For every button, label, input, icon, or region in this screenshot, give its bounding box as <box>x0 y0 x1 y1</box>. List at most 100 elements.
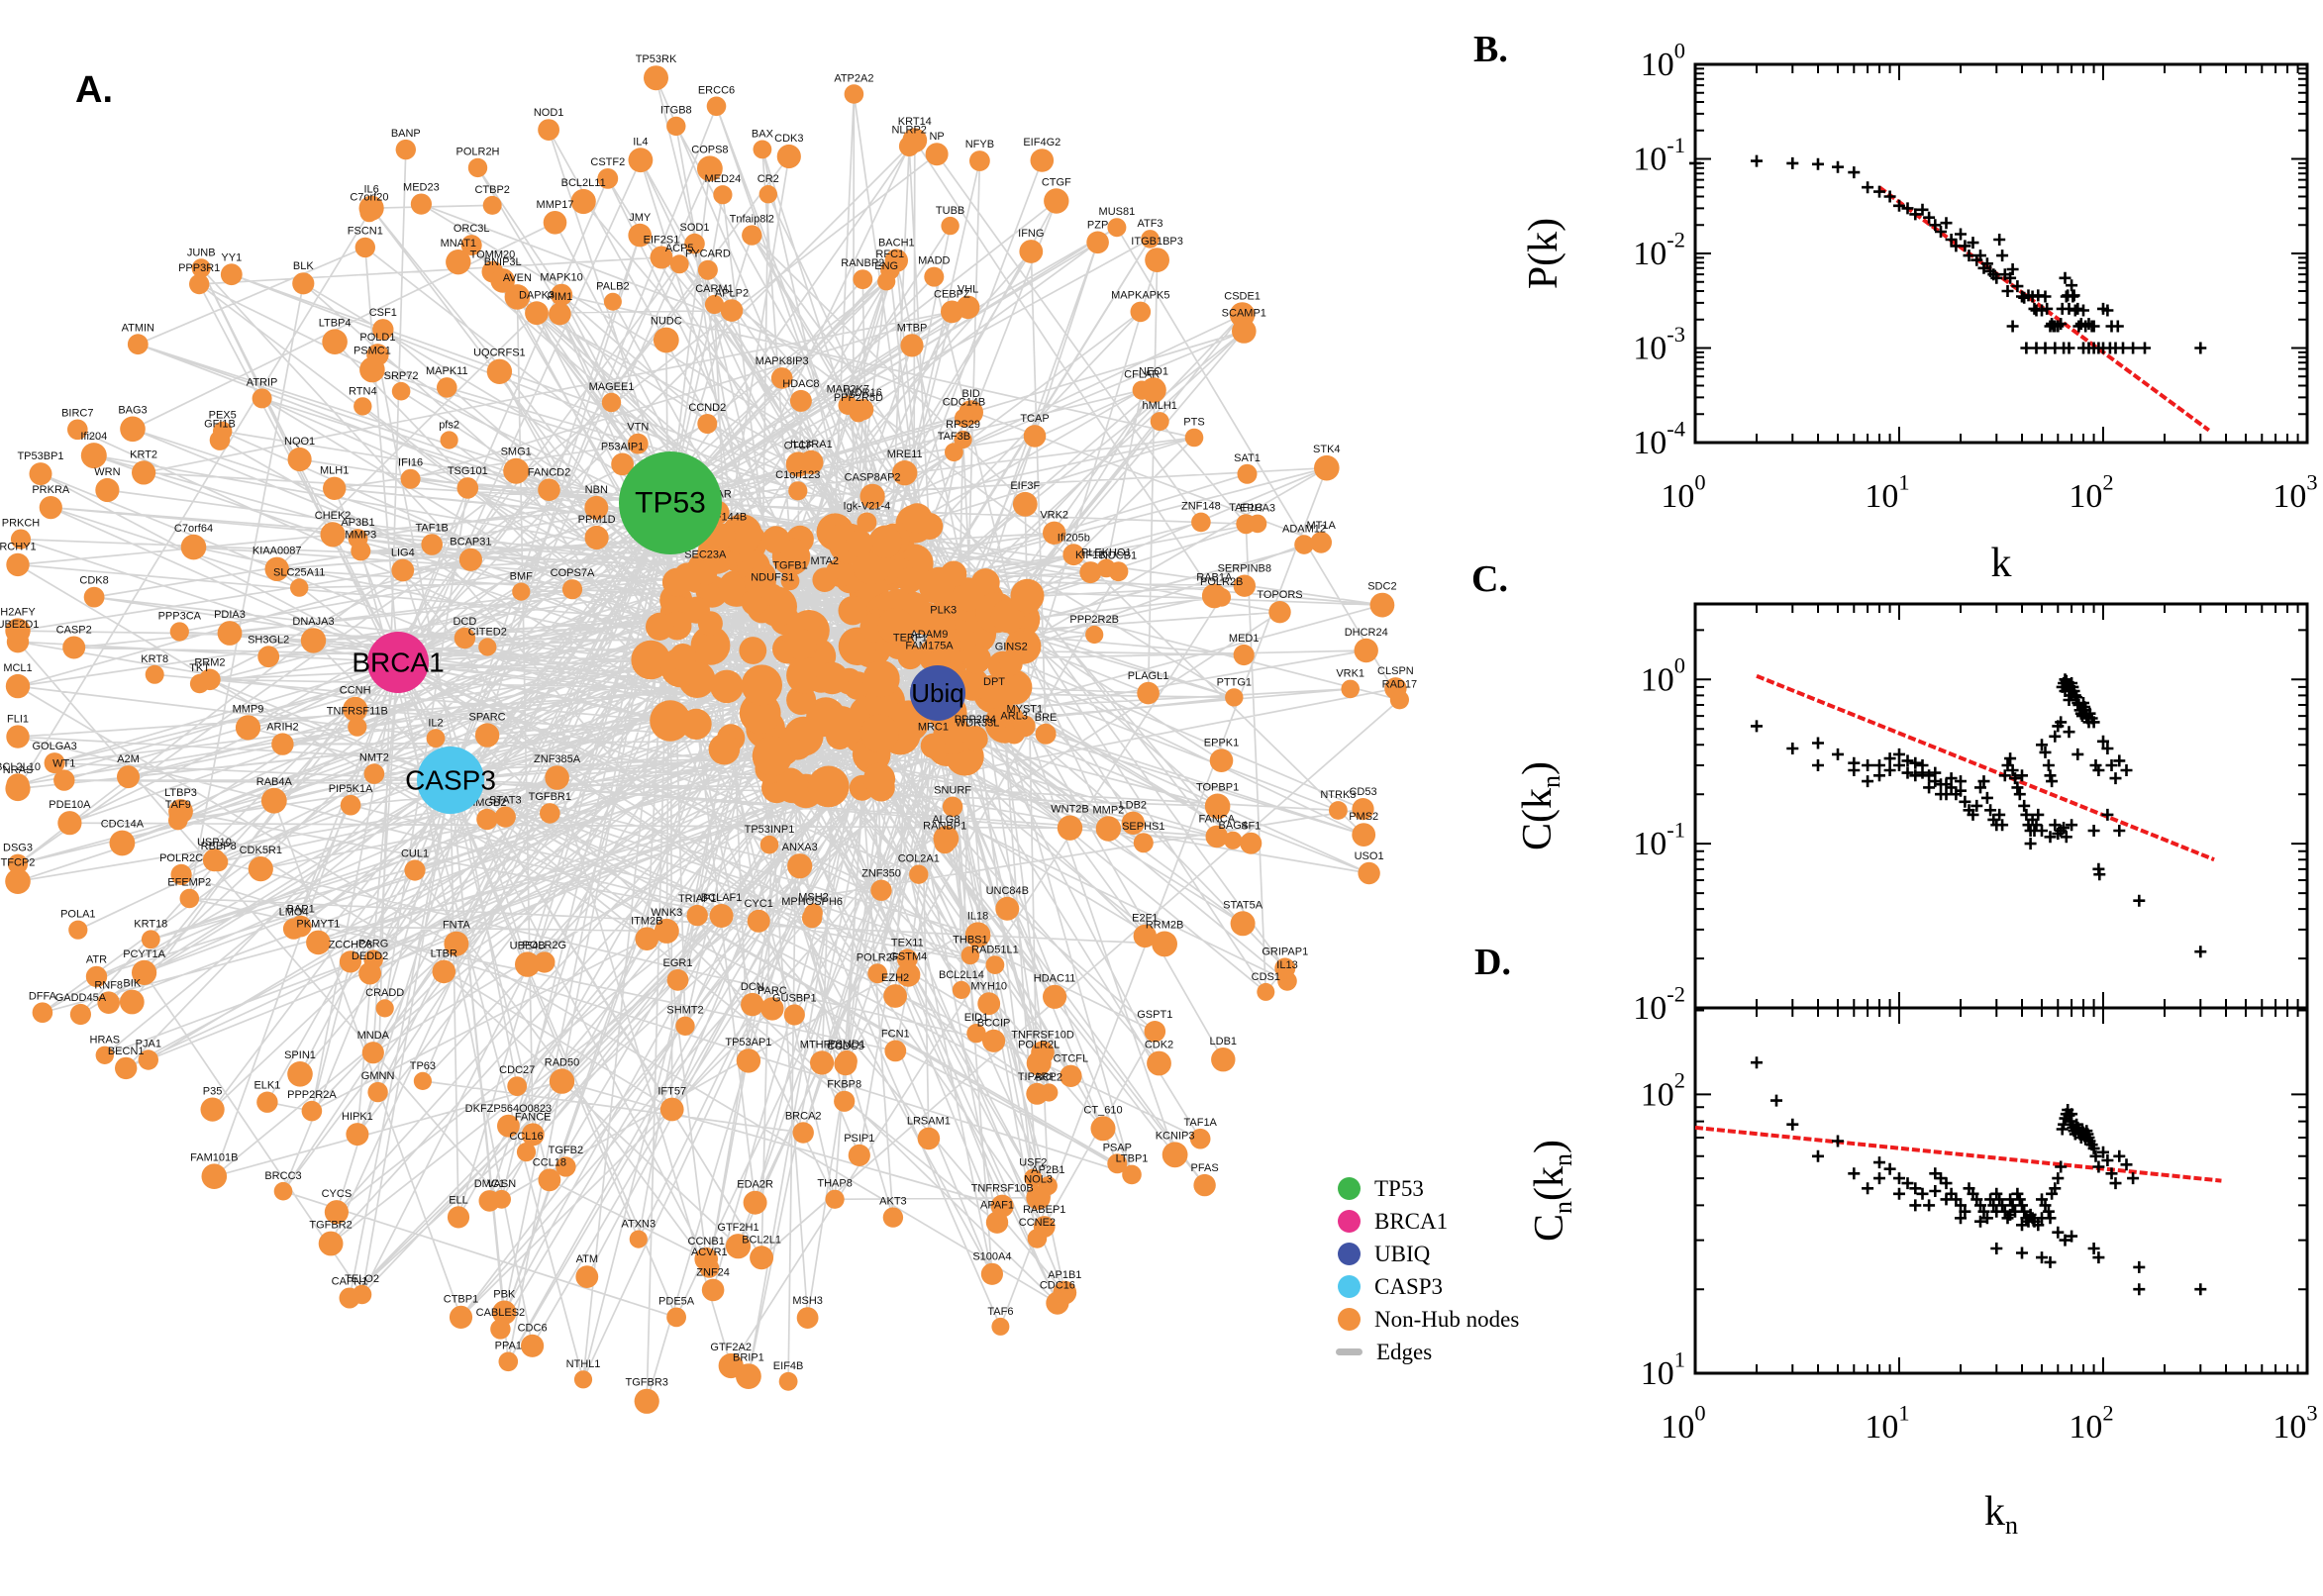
gene-label: E2F1 <box>1132 913 1158 925</box>
network-node <box>848 1144 870 1166</box>
gene-label: IL18 <box>967 910 988 922</box>
gene-label: BCL2L14 <box>939 969 984 981</box>
network-node <box>375 999 394 1018</box>
gene-label: AVEN <box>503 272 532 284</box>
network-core-node <box>1007 630 1033 655</box>
network-node <box>1232 319 1257 344</box>
gene-label: Tnfaip8l2 <box>730 213 774 225</box>
gene-label: SHMT2 <box>666 1005 703 1017</box>
gene-label: GSPT1 <box>1137 1009 1172 1021</box>
network-node <box>287 1061 313 1087</box>
gene-label: COPS7A <box>551 567 595 579</box>
gene-label: NOL3 <box>1024 1173 1053 1185</box>
gene-label: DNAJA3 <box>292 616 334 628</box>
gene-label: ATP2A2 <box>834 72 873 84</box>
gene-label: PEX5 <box>209 410 237 422</box>
network-core-node <box>784 628 817 660</box>
network-core-node <box>669 644 697 671</box>
gene-label: POLR2F <box>857 951 899 963</box>
network-node <box>264 556 289 581</box>
network-node <box>561 579 583 600</box>
network-node <box>141 930 160 949</box>
gene-label: SH3GL2 <box>248 634 289 646</box>
plot-panel-b: 100 10-1 10-2 10-3 10-4 100 101 102 103 P(k) k <box>1521 38 2318 586</box>
network-node <box>853 269 873 289</box>
gene-label: CDS1 <box>1252 971 1280 983</box>
legend-item-ubiq: UBIQ <box>1338 1238 1519 1270</box>
gene-label: RRM2 <box>194 657 225 669</box>
gene-label: SNURF <box>934 785 971 797</box>
gene-label: ELL <box>449 1194 468 1206</box>
gene-label: FLI1 <box>7 713 29 725</box>
gene-label: ADAM12 <box>1282 523 1326 535</box>
gene-label: ADAM9 <box>910 629 948 641</box>
network-core-node <box>752 736 793 776</box>
gene-label: ALG8 <box>932 814 960 826</box>
edge-icon <box>1336 1348 1363 1355</box>
network-node <box>322 329 348 355</box>
gene-label: CCDC5 <box>827 1041 864 1052</box>
gene-label: ERCC6 <box>698 85 735 97</box>
gene-label: TP53AP1 <box>725 1037 771 1048</box>
network-node <box>391 558 415 582</box>
gene-label: ARIH2 <box>266 721 298 733</box>
hub-node-casp3 <box>417 747 484 814</box>
gene-label: TP53RK <box>636 53 677 65</box>
gene-label: BCLAF1 <box>701 892 743 904</box>
network-node <box>1147 1050 1171 1076</box>
gene-label: JUNB <box>187 247 216 258</box>
gene-label: GSTM4 <box>889 951 927 963</box>
network-node <box>962 725 988 751</box>
gene-label: KIAA0087 <box>252 546 302 557</box>
network-node <box>920 733 947 758</box>
network-node <box>1026 1082 1049 1105</box>
gene-label: CITED2 <box>468 626 507 638</box>
network-node <box>628 148 654 173</box>
network-node <box>954 430 972 449</box>
network-node <box>551 283 573 306</box>
gene-label: AKT3 <box>879 1196 907 1208</box>
gene-label: HIPK1 <box>342 1111 373 1123</box>
network-core-node <box>846 530 873 557</box>
gene-label: NEO1 <box>1139 365 1168 377</box>
gene-label: FKBP8 <box>827 1079 861 1091</box>
network-node <box>5 673 31 699</box>
gene-label: SDC2 <box>1367 581 1396 593</box>
gene-label: CTCFL <box>1054 1053 1088 1065</box>
gene-label: ATMIN <box>122 322 154 334</box>
gene-label: BMF <box>510 571 534 583</box>
gene-label: CDK8 <box>79 575 108 587</box>
gene-label: CABLES2 <box>476 1307 526 1319</box>
gene-label: APAF1 <box>980 1200 1014 1212</box>
network-node <box>1211 1047 1236 1072</box>
gene-label: MMP2 <box>1093 804 1125 816</box>
gene-label: POLR2B <box>1200 576 1243 588</box>
network-node <box>189 673 210 694</box>
gene-label: SEPHS1 <box>1122 821 1164 833</box>
gene-label: MMP3 <box>345 529 376 541</box>
network-core-node <box>631 640 670 680</box>
gene-label: MMP17 <box>537 199 574 211</box>
legend-item-label: CASP3 <box>1374 1273 1444 1299</box>
network-core-node <box>710 669 744 704</box>
gene-label: PIM1 <box>548 291 573 303</box>
gene-label: WNT2B <box>1051 804 1089 816</box>
gene-label: NRAS <box>3 764 34 776</box>
network-node <box>460 235 482 256</box>
network-node <box>684 233 705 254</box>
gene-label: RANBP2 <box>841 257 884 269</box>
network-node <box>358 195 384 221</box>
network-node <box>467 157 488 178</box>
brca1-node-icon <box>1338 1210 1361 1233</box>
gene-label: TAF9 <box>165 799 191 811</box>
network-node <box>292 272 315 295</box>
network-node <box>5 775 31 802</box>
gene-label: SAT1 <box>1234 452 1261 464</box>
network-node <box>556 1156 576 1177</box>
gene-label: BRCA2 <box>785 1110 822 1122</box>
gene-label: NQO1 <box>284 436 315 448</box>
gene-label: TAF1A <box>1183 1117 1217 1129</box>
network-core-node <box>877 608 914 645</box>
power-law-fit-line <box>1694 1125 2222 1183</box>
network-node <box>760 997 784 1021</box>
